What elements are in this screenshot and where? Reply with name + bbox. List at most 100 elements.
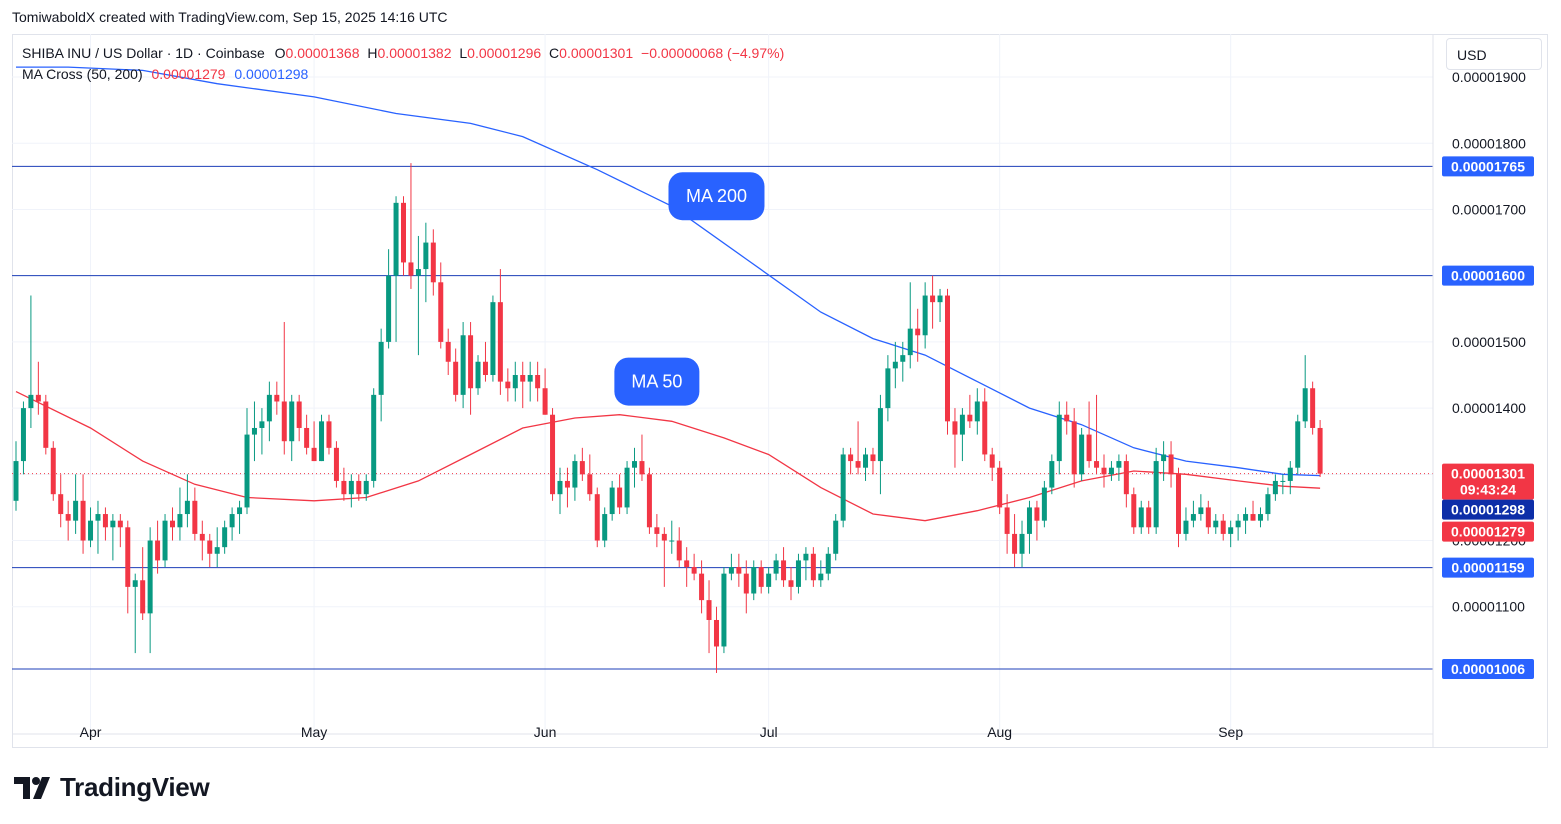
ma200-line (16, 66, 1321, 477)
candle-body-down (117, 520, 123, 528)
candle-body-down (155, 540, 161, 561)
candle-body-down (430, 242, 436, 283)
candle-body-up (1295, 421, 1301, 468)
y-tick-label: 0.00001400 (1452, 400, 1526, 416)
candle-body-up (557, 480, 563, 495)
candle-body-up (892, 361, 898, 369)
candle-body-down (870, 454, 876, 462)
candle-body-down (699, 573, 705, 601)
candle-body-up (73, 500, 79, 521)
candle-body-down (468, 335, 474, 389)
candle-body-down (408, 262, 414, 276)
candle-body-down (274, 394, 280, 402)
candle-body-down (1064, 414, 1070, 422)
countdown-label: 09:43:24 (1460, 482, 1516, 498)
candle-body-up (512, 375, 518, 389)
candle-body-up (95, 514, 101, 521)
candle-body-down (1086, 434, 1092, 462)
candle-body-up (13, 461, 19, 501)
candle-body-up (289, 401, 295, 442)
ma-price-tag-label: 0.00001298 (1451, 502, 1525, 518)
candle-body-up (371, 394, 377, 481)
horizontal-level-tag (1442, 156, 1534, 177)
candle-body-down (944, 295, 950, 422)
last-price-tag (1442, 463, 1534, 500)
candle-body-down (192, 500, 198, 534)
candle-body-up (907, 328, 913, 356)
candle-body-up (1056, 414, 1062, 462)
candle-body-up (266, 394, 272, 422)
candle-body-up (1235, 520, 1241, 528)
x-tick-label: Sep (1218, 724, 1243, 740)
candle-body-down (281, 401, 287, 442)
candle-body-down (1034, 507, 1040, 521)
candle-body-up (1265, 494, 1271, 515)
candle-body-up (974, 401, 980, 422)
candle-body-down (788, 580, 794, 587)
candle-body-down (1146, 507, 1152, 528)
legend-ohlc: SHIBA INU / US Dollar · 1D · Coinbase O0… (22, 45, 784, 61)
candle-body-down (1101, 467, 1107, 475)
horizontal-level-tag (1442, 658, 1534, 679)
candle-body-down (520, 375, 526, 382)
candle-body-up (624, 467, 630, 508)
candle-body-down (915, 328, 921, 336)
y-tick-label: 0.00001700 (1452, 201, 1526, 217)
candle-body-up (162, 520, 168, 561)
candle-body-down (535, 375, 541, 389)
legend-close-label: C (549, 45, 560, 61)
legend-low-value: 0.00001296 (467, 45, 542, 61)
candle-body-up (1280, 480, 1286, 482)
candle-body-up (460, 335, 466, 395)
candle-body-up (348, 480, 354, 495)
candle-body-up (803, 553, 809, 561)
candle-body-up (773, 560, 779, 574)
x-tick-label: Jun (534, 724, 557, 740)
candle-body-up (900, 355, 906, 362)
candle-body-up (319, 421, 325, 462)
candle-body-down (140, 580, 146, 614)
candle-body-down (982, 401, 988, 455)
candle-body-up (721, 573, 727, 647)
candle-body-up (259, 421, 265, 428)
legend-change: −0.00000068 (−4.97%) (641, 45, 785, 61)
candle-body-down (58, 494, 64, 515)
candle-body-up (237, 507, 243, 515)
horizontal-level-tag (1442, 557, 1534, 578)
candle-body-up (490, 302, 496, 375)
candle-body-down (50, 447, 56, 495)
candle-body-down (691, 567, 697, 574)
candle-body-up (572, 461, 578, 488)
candle-body-down (646, 474, 652, 528)
candle-body-down (505, 381, 511, 389)
candle-body-down (810, 553, 816, 581)
candle-body-up (222, 527, 228, 548)
candle-body-up (728, 567, 734, 574)
candle-body-down (661, 533, 667, 541)
horizontal-level-tag (1442, 265, 1534, 286)
candle-body-up (132, 580, 138, 587)
x-tick-label: May (301, 724, 327, 740)
legend-close-value: 0.00001301 (559, 45, 634, 61)
candle-body-up (1049, 461, 1055, 488)
candle-body-up (251, 427, 257, 435)
currency-button[interactable]: USD (1446, 38, 1542, 70)
callout-label: MA 200 (686, 186, 747, 206)
candle-body-down (848, 454, 854, 462)
candle-body-up (184, 500, 190, 515)
candle-body-down (1168, 454, 1174, 475)
candle-body-down (639, 461, 645, 475)
candle-body-down (676, 540, 682, 561)
candle-body-down (438, 282, 444, 342)
candle-body-down (43, 401, 49, 448)
candle-body-up (386, 275, 392, 342)
x-tick-label: Jul (760, 724, 778, 740)
candle-body-up (1190, 514, 1196, 521)
candle-body-down (781, 560, 787, 581)
candle-body-down (445, 341, 451, 362)
candle-body-up (1213, 520, 1219, 528)
candle-body-up (840, 454, 846, 521)
candle-body-up (1243, 514, 1249, 521)
candle-body-up (88, 520, 94, 541)
